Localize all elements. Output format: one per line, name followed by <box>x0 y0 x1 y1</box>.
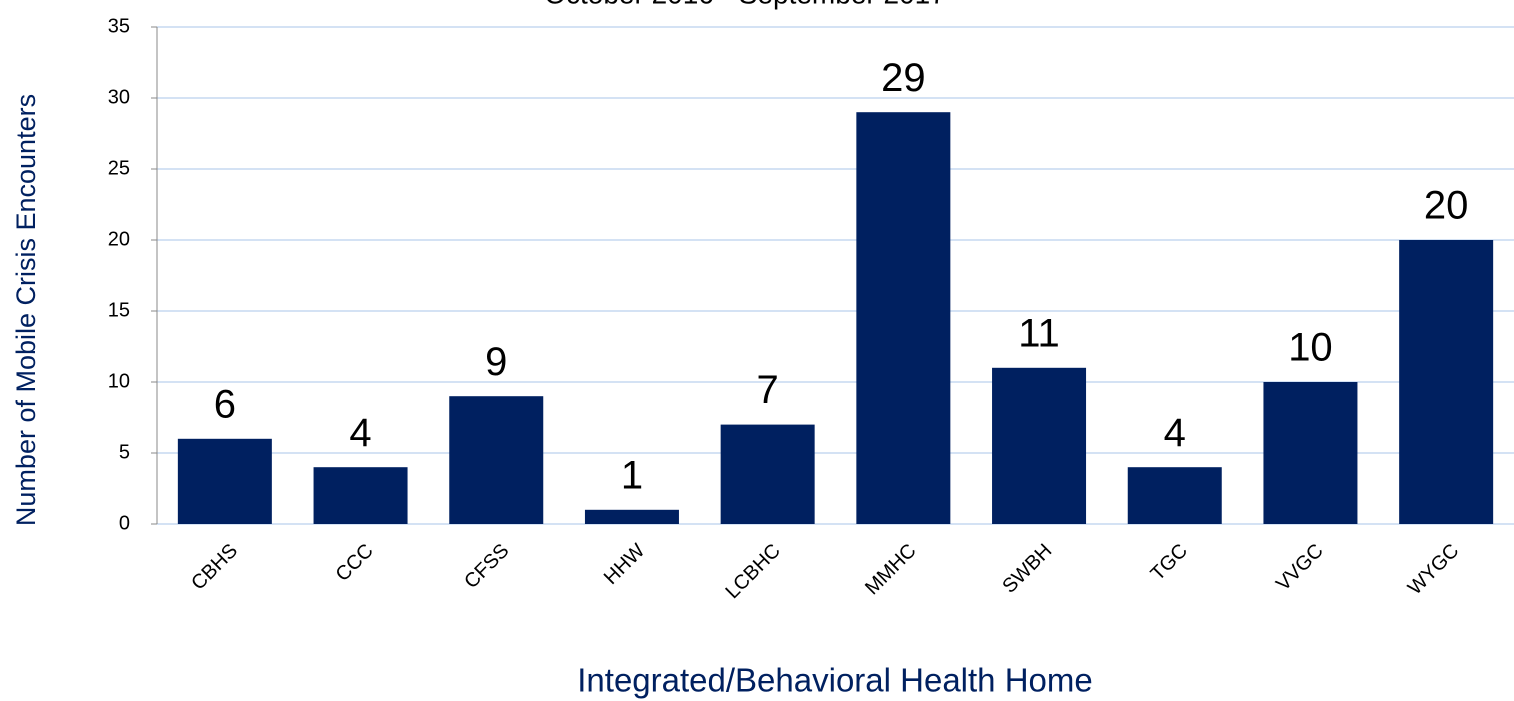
x-tick-label: SWBH <box>998 540 1056 598</box>
y-tick-label: 35 <box>108 15 130 37</box>
y-tick-label: 20 <box>108 228 130 250</box>
data-label: 20 <box>1424 184 1469 228</box>
x-tick-label: LCBHC <box>721 540 784 603</box>
bar <box>992 367 1087 524</box>
data-label: 9 <box>485 340 507 384</box>
x-tick-label: HHW <box>600 540 649 589</box>
data-label: 6 <box>214 382 236 426</box>
x-tick-label: TGC <box>1147 540 1192 585</box>
y-tick-label: 25 <box>108 157 130 179</box>
y-tick-label: 15 <box>108 299 130 321</box>
data-label: 7 <box>757 368 779 412</box>
data-label: 1 <box>621 453 643 497</box>
x-tick-label: VVGC <box>1272 540 1328 596</box>
bar <box>720 424 815 524</box>
data-label: 4 <box>349 411 371 455</box>
bar <box>449 396 544 524</box>
bar <box>177 438 272 524</box>
data-label: 10 <box>1288 326 1333 370</box>
y-axis-label: Number of Mobile Crisis Encounters <box>11 94 41 526</box>
x-tick-label: CBHS <box>187 540 242 595</box>
bar <box>1263 382 1358 524</box>
data-label: 4 <box>1164 411 1186 455</box>
bar <box>856 112 951 524</box>
y-tick-label: 10 <box>108 370 130 392</box>
data-label: 29 <box>881 56 926 100</box>
data-label: 11 <box>1018 311 1060 355</box>
bar <box>584 509 679 524</box>
chart-subtitle: October 2016 - September 2017 <box>544 0 946 9</box>
y-tick-label: 5 <box>119 441 130 463</box>
x-tick-label: MMHC <box>861 540 921 600</box>
x-tick-label: CCC <box>332 540 378 586</box>
y-tick-label: 30 <box>108 86 130 108</box>
bar <box>1127 467 1222 524</box>
x-tick-label: WYGC <box>1404 540 1464 600</box>
y-tick-label: 0 <box>119 512 130 534</box>
x-axis-label: Integrated/Behavioral Health Home <box>577 662 1092 699</box>
x-tick-label: CFSS <box>460 540 513 593</box>
bar <box>313 467 408 524</box>
bar <box>1399 240 1494 524</box>
